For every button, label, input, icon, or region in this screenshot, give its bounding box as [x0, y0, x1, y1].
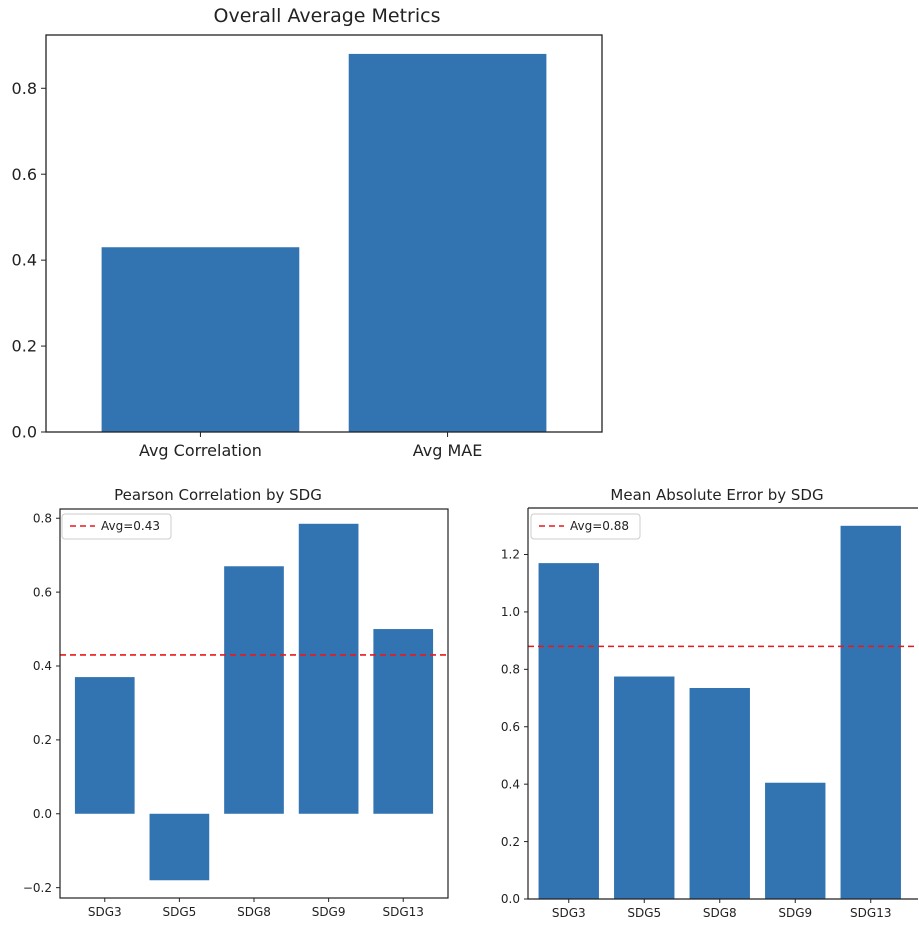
x-tick-label: SDG5 [162, 905, 196, 919]
bar-sdg5 [614, 676, 675, 899]
chart-overall-average-metrics: Overall Average Metrics 0.00.20.40.60.8 … [12, 5, 603, 460]
legend: Avg=0.88 [530, 513, 641, 540]
bar-sdg13 [840, 525, 901, 899]
legend-label: Avg=0.88 [570, 519, 629, 533]
x-tick-label: SDG8 [703, 906, 737, 920]
bar-sdg8 [224, 566, 284, 814]
y-tick-label: 0.8 [12, 79, 37, 98]
legend: Avg=0.43 [61, 513, 172, 540]
x-tick-label: SDG8 [237, 905, 271, 919]
bar-sdg3 [538, 563, 599, 899]
chart-pearson-correlation: Pearson Correlation by SDG −0.2 0.0 0.2 0.4… [23, 486, 449, 919]
chart-title: Mean Absolute Error by SDG [610, 486, 823, 504]
y-tick-label: 0.8 [33, 511, 52, 525]
plot-frame [45, 34, 603, 433]
chart-mean-absolute-error: Mean Absolute Error by SDG 0.0 0.2 0.4 0.6 0… [501, 486, 918, 920]
bar-sdg13 [373, 629, 434, 814]
x-tick-label: SDG13 [383, 905, 424, 919]
x-tick-label: SDG9 [312, 905, 346, 919]
y-tick-label: 1.2 [501, 548, 520, 562]
y-tick-label: 0.6 [12, 165, 37, 184]
bar-sdg8 [689, 687, 750, 899]
x-tick-label: SDG9 [778, 906, 812, 920]
bar-sdg9 [765, 782, 826, 899]
x-tick-label: SDG3 [552, 906, 586, 920]
bar-avg-correlation [101, 247, 300, 432]
y-tick-label: 0.4 [501, 777, 520, 791]
legend-box [61, 513, 172, 540]
x-tick-label: SDG3 [88, 905, 122, 919]
x-tick-label: Avg MAE [413, 441, 483, 460]
y-tick-label: 0.4 [33, 659, 52, 673]
legend-label: Avg=0.43 [101, 519, 160, 533]
y-tick-label: 0.6 [33, 585, 52, 599]
chart-title: Pearson Correlation by SDG [114, 486, 322, 504]
bar-sdg5 [149, 813, 210, 881]
y-tick-label: 0.2 [501, 835, 520, 849]
bar-sdg3 [74, 677, 135, 814]
x-tick-label: SDG13 [850, 906, 891, 920]
legend-box [530, 513, 641, 540]
y-tick-label: 0.6 [501, 720, 520, 734]
bar-sdg9 [298, 523, 359, 814]
y-tick-label: −0.2 [23, 881, 52, 895]
y-tick-label: 0.2 [12, 337, 37, 356]
bar-avg-mae [348, 53, 547, 433]
y-tick-label: 0.2 [33, 733, 52, 747]
y-tick-label: 0.8 [501, 663, 520, 677]
x-tick-label: SDG5 [627, 906, 661, 920]
x-tick-label: Avg Correlation [139, 441, 262, 460]
y-tick-label: 0.0 [12, 423, 37, 442]
y-tick-label: 1.0 [501, 605, 520, 619]
y-tick-label: 0.4 [12, 251, 37, 270]
y-tick-label: 0.0 [33, 807, 52, 821]
y-tick-label: 0.0 [501, 892, 520, 906]
chart-title: Overall Average Metrics [214, 5, 441, 27]
